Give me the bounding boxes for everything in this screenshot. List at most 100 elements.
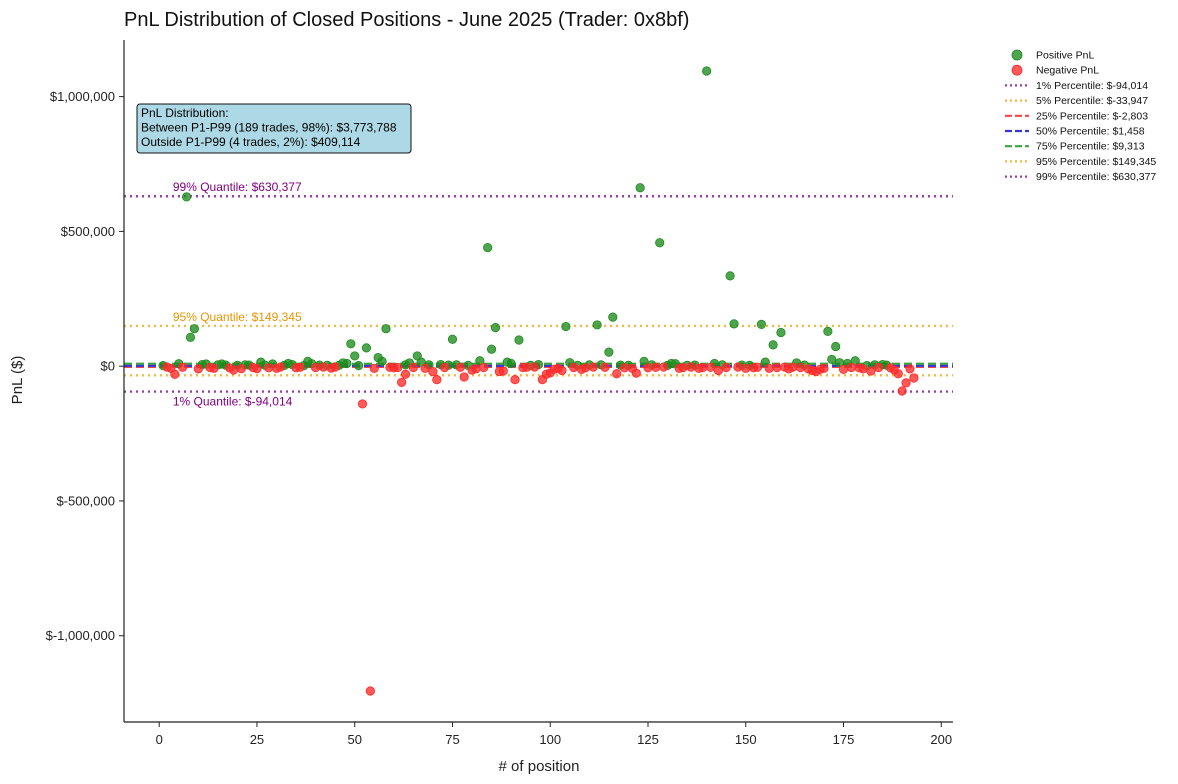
negative-pnl-point — [369, 363, 379, 373]
negative-pnl-point — [866, 366, 876, 376]
negative-pnl-point — [357, 399, 368, 409]
legend-entry-label: 75% Percentile: $9,313 — [1036, 141, 1145, 153]
negative-pnl-point — [455, 362, 465, 372]
negative-pnl-point — [295, 362, 305, 372]
negative-pnl-point — [795, 362, 806, 373]
negative-pnl-point — [686, 362, 696, 372]
negative-pnl-point — [612, 369, 622, 379]
annotation-line-0: PnL Distribution: — [141, 106, 229, 120]
positive-pnl-point — [635, 183, 645, 193]
negative-pnl-point — [479, 362, 489, 373]
distribution-annotation-box: PnL Distribution:Between P1-P99 (189 tra… — [136, 103, 412, 154]
negative-pnl-point — [365, 686, 375, 696]
legend-entry-label: Negative PnL — [1036, 65, 1099, 77]
annotation-line-1: Between P1-P99 (189 trades, 98%): $3,773… — [141, 121, 397, 135]
negative-pnl-point — [788, 362, 798, 372]
negative-pnl-point — [432, 375, 442, 385]
annotation-line-2: Outside P1-P99 (4 trades, 2%): $409,114 — [141, 135, 361, 149]
positive-pnl-point — [827, 354, 837, 365]
y-axis-label: PnL ($) — [9, 356, 26, 405]
chart-legend: Positive PnL Negative PnL 1% Percentile: $… — [1005, 49, 1156, 183]
negative-pnl-point — [846, 362, 856, 373]
negative-pnl-point — [178, 362, 188, 372]
legend-marker — [1011, 49, 1023, 61]
negative-pnl-point — [428, 366, 438, 377]
positive-pnl-point — [189, 324, 199, 334]
positive-pnl-point — [831, 341, 841, 352]
negative-pnl-point — [193, 364, 203, 374]
x-tick-label: 100 — [539, 732, 561, 747]
negative-pnl-point — [643, 363, 653, 373]
positive-pnl-point — [354, 361, 364, 371]
negative-pnl-point — [440, 362, 450, 373]
negative-pnl-point — [733, 362, 743, 372]
positive-pnl-point — [756, 319, 766, 329]
positive-pnl-point — [729, 319, 739, 329]
negative-pnl-point — [897, 386, 907, 396]
y-tick-label: $500,000 — [61, 224, 115, 239]
negative-pnl-point — [619, 363, 630, 373]
negative-pnl-point — [557, 365, 567, 376]
positive-pnl-point — [702, 66, 712, 76]
negative-pnl-point — [471, 364, 481, 374]
negative-pnl-point — [400, 369, 411, 379]
y-tick-label: $-1,000,000 — [46, 628, 115, 643]
negative-pnl-point — [569, 362, 579, 373]
negative-pnl-point — [318, 362, 329, 372]
positive-pnl-point — [185, 332, 196, 342]
positive-pnl-point — [608, 312, 618, 322]
legend-entry-label: 50% Percentile: $1,458 — [1036, 126, 1145, 138]
x-tick-label: 75 — [445, 732, 459, 747]
negative-pnl-point — [209, 363, 219, 373]
legend-entry-label: 25% Percentile: $-2,803 — [1036, 110, 1148, 122]
negative-pnl-point — [764, 363, 774, 373]
positive-pnl-point — [381, 324, 391, 334]
negative-pnl-point — [393, 362, 403, 373]
negative-pnl-point — [330, 362, 340, 372]
negative-pnl-point — [529, 362, 540, 372]
legend-marker — [1011, 64, 1023, 76]
positive-pnl-point — [483, 242, 493, 253]
quantile-label-5: 95% Quantile: $149,345 — [173, 310, 302, 324]
negative-pnl-point — [600, 362, 610, 372]
negative-pnl-point — [275, 362, 286, 372]
negative-pnl-point — [631, 368, 641, 378]
negative-pnl-point — [909, 373, 919, 383]
legend-entry-label: 5% Percentile: $-33,947 — [1036, 95, 1148, 107]
x-tick-label: 175 — [833, 732, 855, 747]
legend-entry-label: Positive PnL — [1036, 50, 1095, 62]
positive-pnl-point — [350, 351, 360, 361]
x-tick-label: 25 — [250, 732, 264, 747]
negative-pnl-point — [236, 363, 246, 374]
axes: 0 25 50 75 100 125 150 175 200 $1,000,000 $500,000… — [46, 40, 953, 747]
negative-pnl-point — [264, 363, 274, 373]
negative-pnl-point — [659, 362, 669, 372]
negative-pnl-point — [713, 365, 723, 376]
negative-pnl-point — [459, 372, 469, 382]
scatter-points — [158, 66, 919, 696]
y-tick-label: $1,000,000 — [50, 89, 115, 104]
positive-pnl-point — [377, 356, 387, 366]
negative-pnl-point — [752, 362, 763, 372]
negative-pnl-point — [228, 365, 239, 375]
positive-pnl-point — [823, 326, 833, 336]
positive-pnl-point — [561, 321, 571, 332]
quantile-label-0: 1% Quantile: $-94,014 — [173, 395, 293, 409]
negative-pnl-point — [901, 378, 911, 388]
legend-entry-label: 95% Percentile: $149,345 — [1036, 156, 1156, 168]
positive-pnl-point — [592, 320, 602, 330]
negative-pnl-point — [498, 366, 508, 376]
positive-pnl-point — [514, 335, 524, 345]
positive-pnl-point — [475, 356, 485, 366]
negative-pnl-point — [838, 364, 849, 375]
negative-pnl-point — [678, 362, 688, 373]
x-tick-label: 125 — [637, 732, 659, 747]
negative-pnl-point — [741, 363, 751, 373]
negative-pnl-point — [705, 362, 716, 372]
negative-pnl-point — [397, 377, 407, 387]
quantile-labels: 1% Quantile: $-94,014 95% Quantile: $149,… — [173, 180, 302, 408]
negative-pnl-point — [905, 364, 915, 374]
legend-entry-label: 1% Percentile: $-94,014 — [1036, 80, 1148, 92]
positive-pnl-point — [361, 343, 372, 353]
